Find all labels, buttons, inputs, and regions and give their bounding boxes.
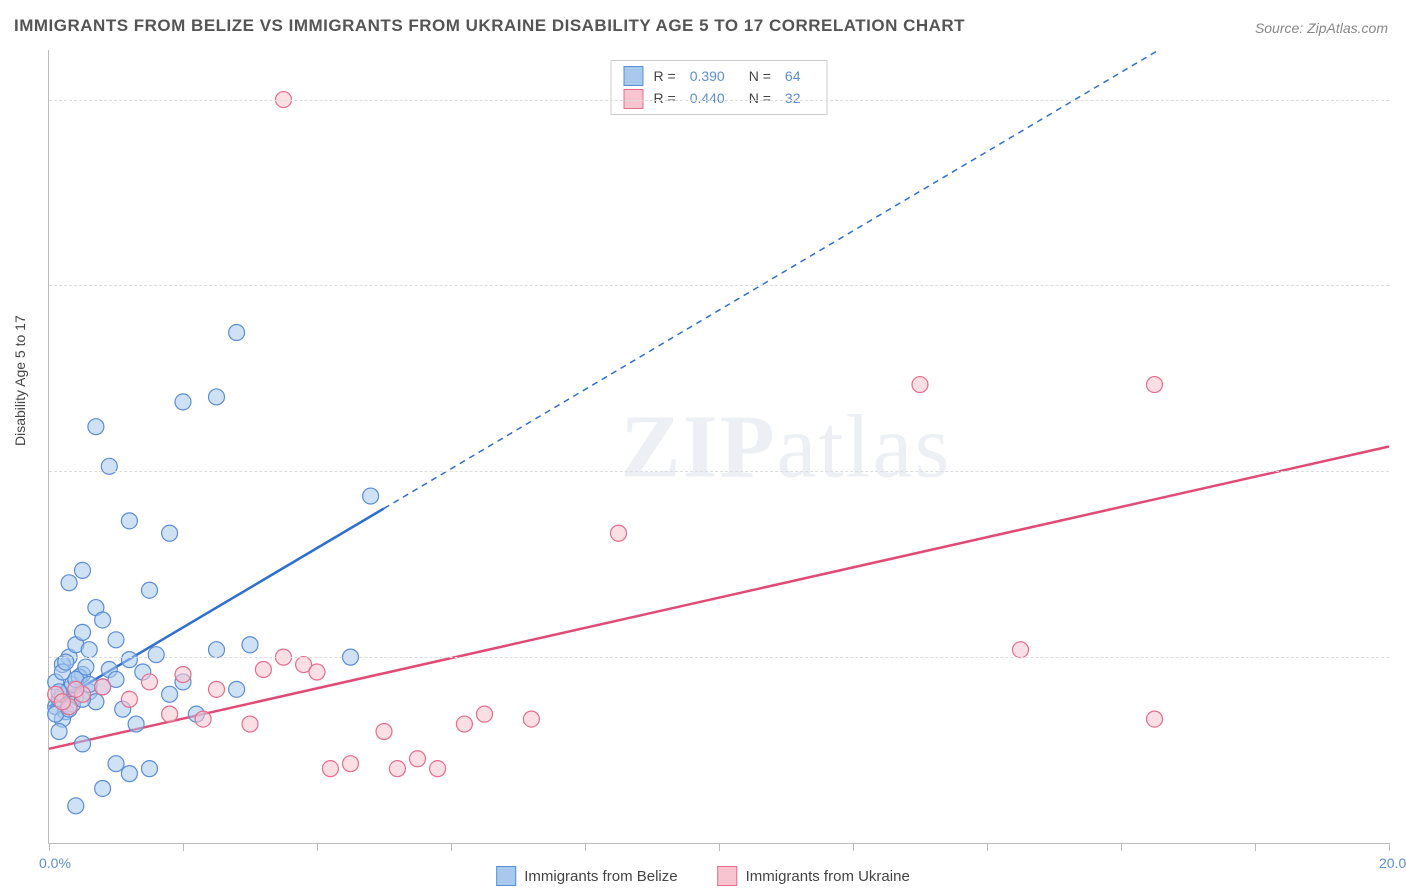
stats-row-belize: R = 0.390 N = 64 bbox=[624, 65, 815, 87]
n-label: N = bbox=[749, 65, 771, 87]
legend-swatch-belize bbox=[496, 866, 516, 886]
legend-item-ukraine: Immigrants from Ukraine bbox=[718, 866, 910, 886]
legend-swatch-ukraine bbox=[718, 866, 738, 886]
swatch-belize bbox=[624, 66, 644, 86]
n-value-belize: 64 bbox=[785, 65, 801, 87]
x-tick-label: 20.0% bbox=[1379, 855, 1406, 871]
legend-item-belize: Immigrants from Belize bbox=[496, 866, 677, 886]
r-label: R = bbox=[654, 65, 676, 87]
source-label: Source: ZipAtlas.com bbox=[1255, 20, 1388, 36]
stats-legend: R = 0.390 N = 64 R = 0.440 N = 32 bbox=[611, 60, 828, 115]
legend-label-ukraine: Immigrants from Ukraine bbox=[746, 868, 910, 885]
plot-area: ZIPatlas R = 0.390 N = 64 R = 0.440 N = … bbox=[48, 50, 1389, 844]
series-legend: Immigrants from Belize Immigrants from U… bbox=[496, 866, 910, 886]
x-tick-label: 0.0% bbox=[39, 855, 71, 871]
chart-svg bbox=[49, 50, 1389, 843]
y-axis-title: Disability Age 5 to 17 bbox=[12, 315, 28, 446]
legend-label-belize: Immigrants from Belize bbox=[524, 868, 677, 885]
chart-title: IMMIGRANTS FROM BELIZE VS IMMIGRANTS FRO… bbox=[14, 16, 965, 36]
r-value-belize: 0.390 bbox=[690, 65, 725, 87]
